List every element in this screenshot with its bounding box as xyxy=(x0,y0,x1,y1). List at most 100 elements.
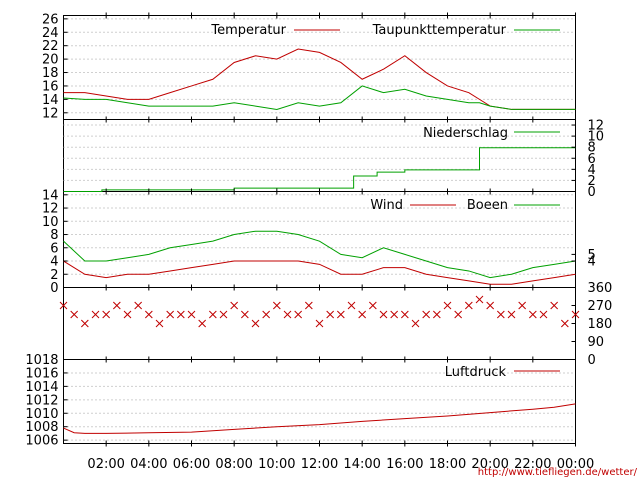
wind-direction-point xyxy=(272,301,281,310)
temperature-ytick-label: 22 xyxy=(42,39,59,54)
precipitation-ytick-right-label: 12 xyxy=(588,119,605,134)
pressure-ytick-label: 1018 xyxy=(25,353,58,368)
legend-wind-label: Wind xyxy=(370,198,403,213)
wind-direction-point xyxy=(102,310,111,319)
precipitation-ytick-right-label: 8 xyxy=(588,141,596,156)
legend-luftdruck-label: Luftdruck xyxy=(445,365,507,380)
wind-ytick-label: 2 xyxy=(50,268,58,283)
wind-direction-point xyxy=(550,301,559,310)
wind-direction-point xyxy=(571,310,580,319)
wind-direction-point xyxy=(80,319,89,328)
temperature-ytick-label: 14 xyxy=(42,93,59,108)
wind-direction-point xyxy=(304,301,313,310)
wind-direction-point xyxy=(379,310,388,319)
wind-direction-point xyxy=(91,310,100,319)
pressure-ytick-label: 1006 xyxy=(25,434,58,449)
wind-direction-point xyxy=(443,301,452,310)
wind-series-0-line xyxy=(63,260,576,285)
x-tick-label: 22:00 xyxy=(514,457,551,472)
wind-ytick-right-label: 4 xyxy=(588,255,596,270)
temperature-series-0-line xyxy=(63,48,576,110)
wind-direction-point xyxy=(336,310,345,319)
wind-direction-point xyxy=(176,310,185,319)
wind-direction-point xyxy=(411,319,420,328)
wind-direction-point xyxy=(134,301,143,310)
footer-url: http://www.tiefliegen.de/wetter/ xyxy=(478,467,638,478)
wind-direction-point xyxy=(70,310,79,319)
wind-direction-point xyxy=(326,310,335,319)
temperature-ytick-label: 12 xyxy=(42,106,59,121)
x-tick-label: 00:00 xyxy=(557,457,594,472)
wind-direction-point xyxy=(560,319,569,328)
wind-direction-point xyxy=(454,310,463,319)
wind-direction-point xyxy=(251,319,260,328)
wind-direction-point xyxy=(486,301,495,310)
pressure-ytick-label: 1016 xyxy=(25,366,58,381)
wind_direction-ytick-right-label: 0 xyxy=(588,353,596,368)
wind-direction-point xyxy=(400,310,409,319)
wind-direction-point xyxy=(166,310,175,319)
wind-ytick-right-label: 5 xyxy=(588,248,596,263)
pressure-ytick-label: 1010 xyxy=(25,407,58,422)
precipitation-series-0-line xyxy=(63,147,576,192)
wind-direction-point xyxy=(230,301,239,310)
wind-direction-point xyxy=(507,310,516,319)
wind-direction-point xyxy=(528,310,537,319)
precipitation-ytick-right-label: 4 xyxy=(588,163,596,178)
temperature-ytick-label: 24 xyxy=(42,26,59,41)
wind-direction-point xyxy=(59,301,68,310)
data-series xyxy=(59,48,580,434)
pressure-ytick-label: 1014 xyxy=(25,380,58,395)
wind-ytick-label: 8 xyxy=(50,228,58,243)
wind-direction-point xyxy=(112,301,121,310)
axis-ticks: 1214161820222426024681012024681012144509… xyxy=(25,12,612,472)
wind-direction-point xyxy=(315,319,324,328)
wind-direction-point xyxy=(198,319,207,328)
legend-niederschlag-label: Niederschlag xyxy=(423,126,508,141)
x-tick-label: 04:00 xyxy=(130,457,167,472)
wind_direction-ytick-right-label: 90 xyxy=(588,335,605,350)
wind-ytick-label: 6 xyxy=(50,241,58,256)
wind-direction-point xyxy=(123,310,132,319)
wind-ytick-label: 0 xyxy=(50,281,58,296)
x-tick-label: 06:00 xyxy=(173,457,210,472)
x-tick-label: 14:00 xyxy=(343,457,380,472)
precipitation-ytick-right-label: 10 xyxy=(588,130,605,145)
x-tick-label: 08:00 xyxy=(215,457,252,472)
x-tick-label: 20:00 xyxy=(471,457,508,472)
wind-direction-point xyxy=(496,310,505,319)
wind-ytick-label: 10 xyxy=(42,215,59,230)
wind-direction-point xyxy=(208,310,217,319)
wind_direction-ytick-right-label: 270 xyxy=(588,299,613,314)
wind-direction-point xyxy=(390,310,399,319)
wind-direction-point xyxy=(155,319,164,328)
legend-temperatur-label: Temperatur xyxy=(210,23,286,38)
precipitation-ytick-right-label: 0 xyxy=(588,185,596,200)
x-tick-label: 16:00 xyxy=(386,457,423,472)
wind-direction-point xyxy=(187,310,196,319)
temperature-ytick-label: 20 xyxy=(42,53,59,68)
temperature-ytick-label: 26 xyxy=(42,12,59,27)
wind-ytick-label: 12 xyxy=(42,202,59,217)
wind-direction-point xyxy=(358,310,367,319)
wind-direction-point xyxy=(368,301,377,310)
precipitation-ytick-right-label: 6 xyxy=(588,152,596,167)
x-tick-label: 02:00 xyxy=(87,457,124,472)
wind-direction-point xyxy=(294,310,303,319)
wind-direction-point xyxy=(464,301,473,310)
wind-direction-point xyxy=(283,310,292,319)
wind-direction-point xyxy=(422,310,431,319)
x-tick-label: 18:00 xyxy=(429,457,466,472)
precipitation-ytick-right-label: 2 xyxy=(588,174,596,189)
temperature-ytick-label: 18 xyxy=(42,66,59,81)
wind-ytick-label: 4 xyxy=(50,255,58,270)
wind-direction-point xyxy=(432,310,441,319)
x-tick-label: 12:00 xyxy=(301,457,338,472)
temperature-ytick-label: 16 xyxy=(42,79,59,94)
legend-taupunkt-label: Taupunkttemperatur xyxy=(372,23,507,38)
legend-boeen-label: Boeen xyxy=(467,198,508,213)
wind-direction-point xyxy=(347,301,356,310)
wind-direction-point xyxy=(539,310,548,319)
pressure-series-0-line xyxy=(63,403,576,434)
